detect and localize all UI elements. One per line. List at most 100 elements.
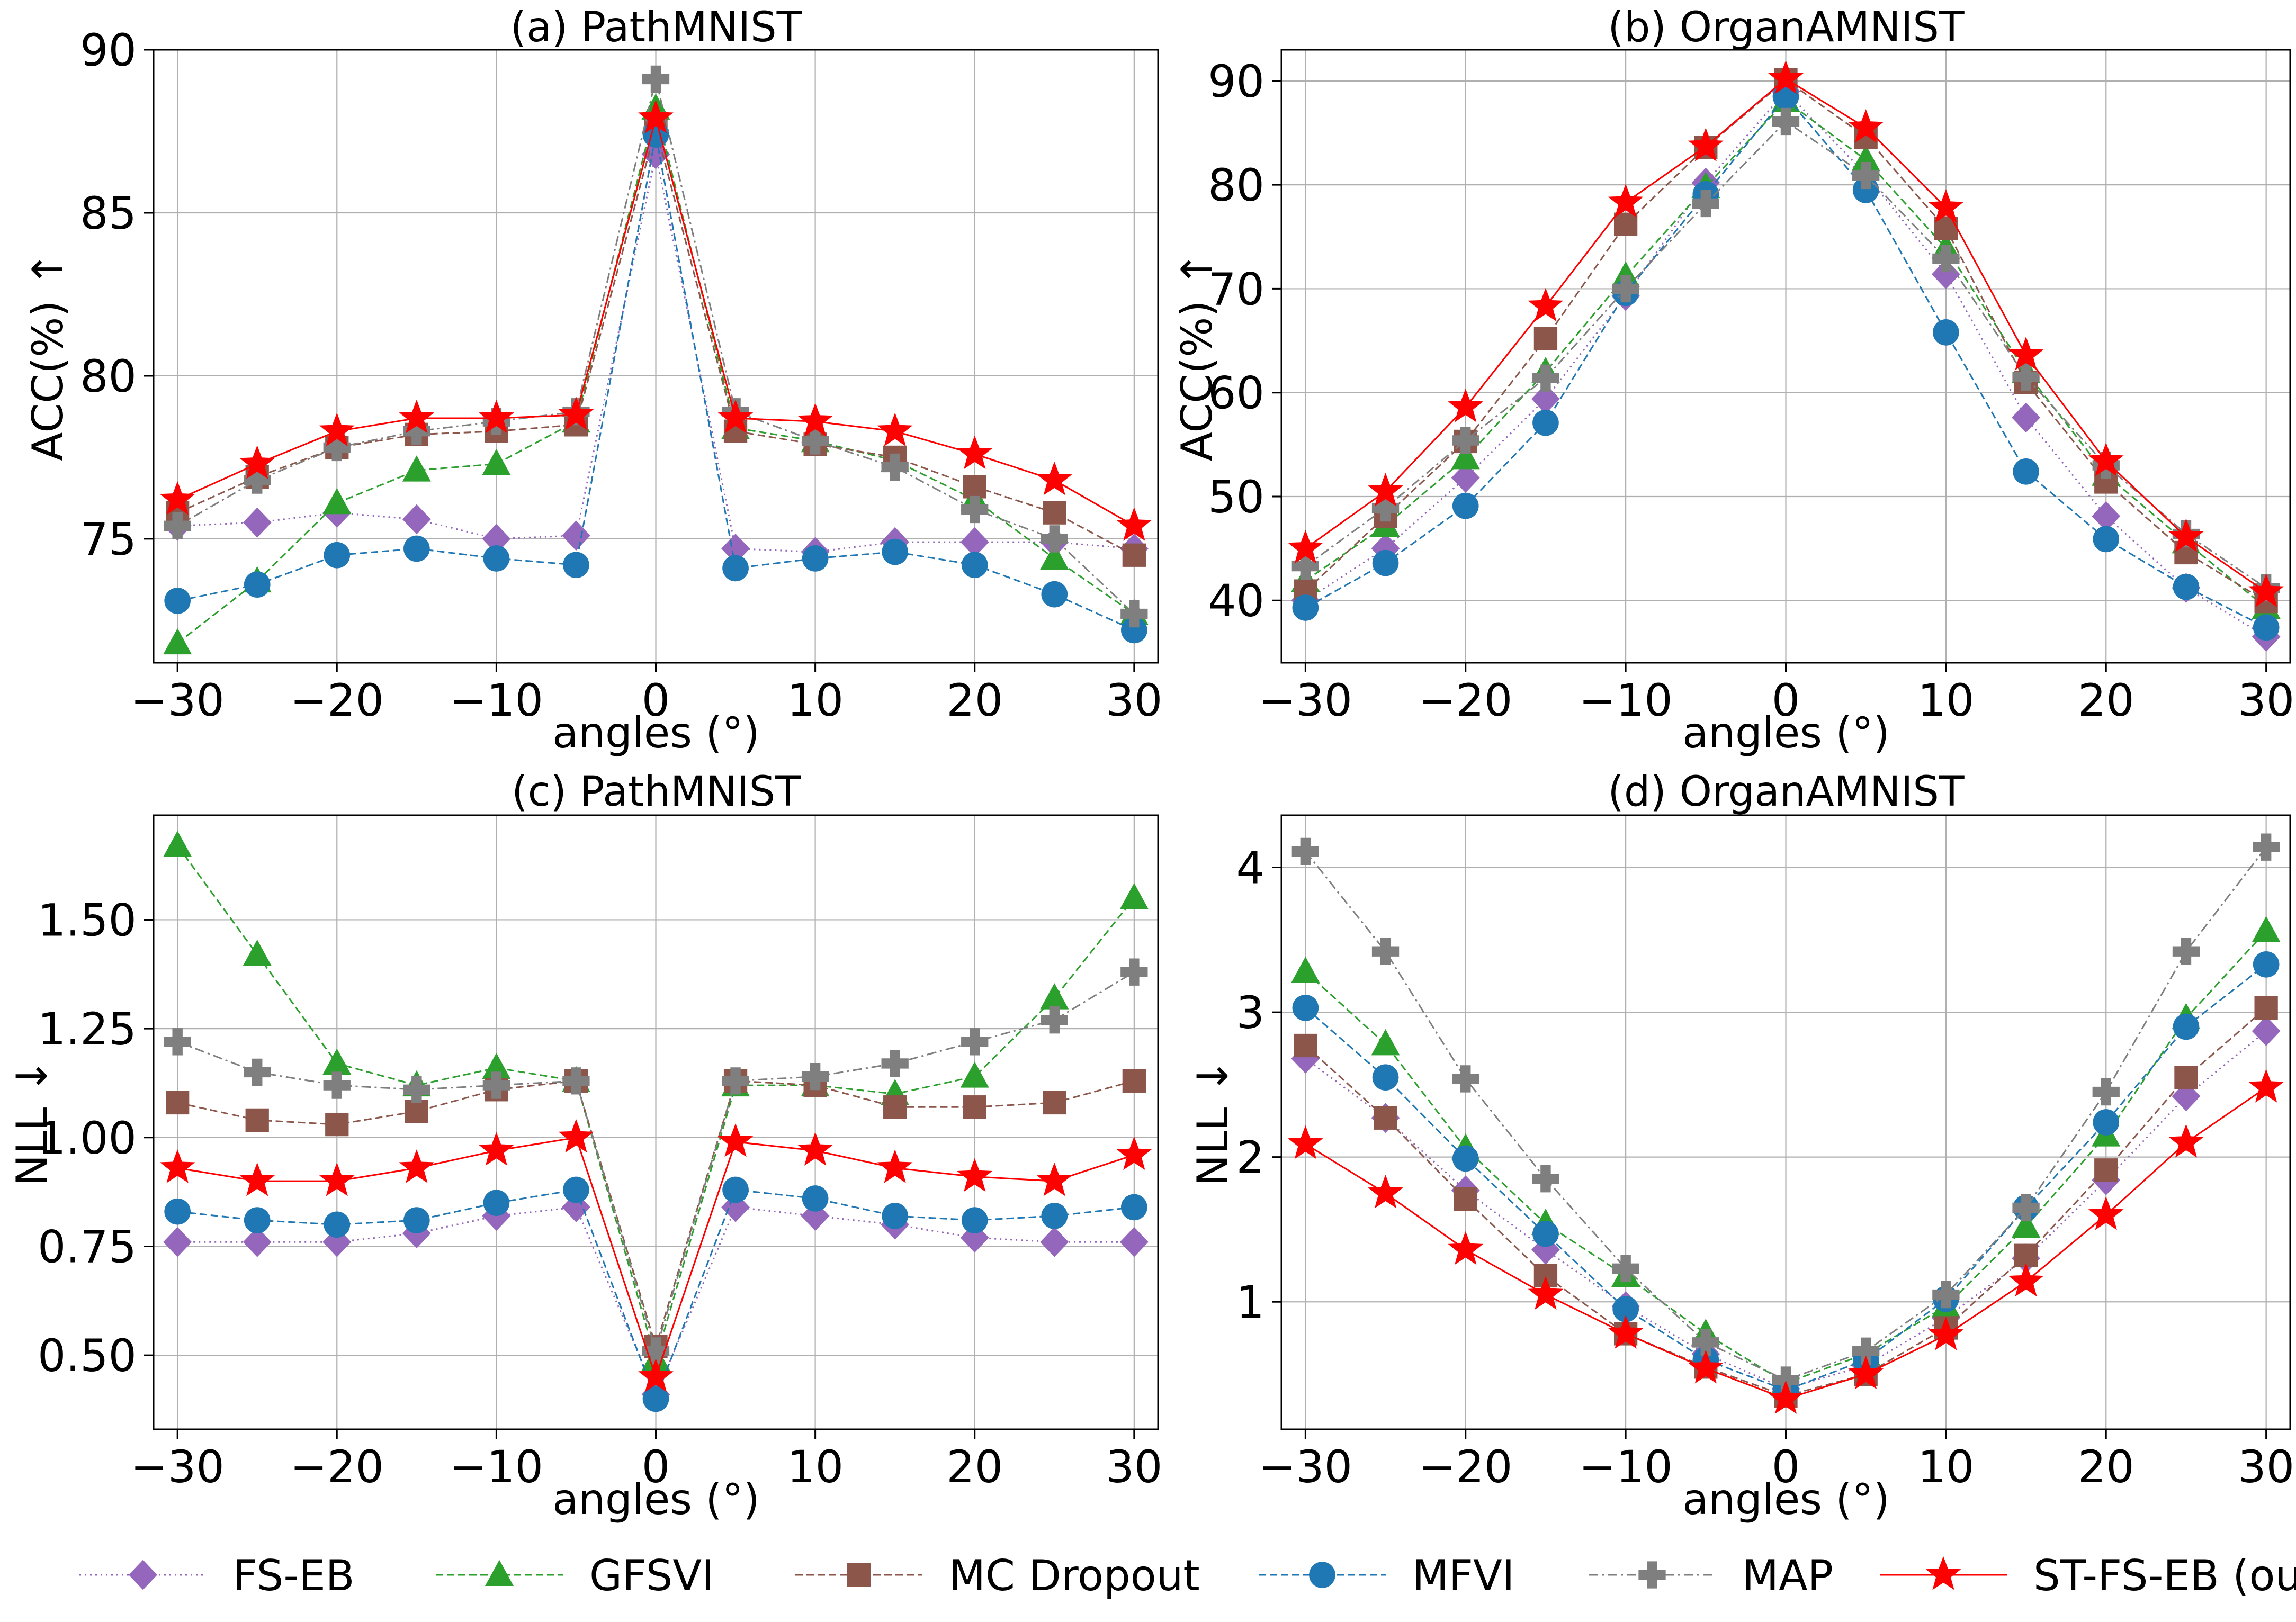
data-point-map <box>1532 1165 1559 1193</box>
x-tick-label: −30 <box>131 674 225 726</box>
x-tick-label: −10 <box>1579 674 1672 726</box>
x-tick-label: 20 <box>946 1441 1003 1493</box>
y-axis-label: NLL ↓ <box>7 1058 57 1186</box>
data-point-mfvi <box>1452 492 1479 519</box>
y-tick-label: 2 <box>1236 1132 1264 1184</box>
data-point-mcd <box>166 1091 190 1115</box>
data-point-mcd <box>2094 1158 2118 1182</box>
x-tick-label: −20 <box>290 674 384 726</box>
data-point-mcd <box>1454 1187 1477 1211</box>
data-point-mfvi <box>1041 581 1068 608</box>
data-point-map <box>1772 107 1800 136</box>
legend-marker-circle <box>1309 1562 1335 1588</box>
data-point-mfvi <box>1532 1220 1559 1247</box>
data-point-mfvi <box>1292 995 1319 1021</box>
x-tick-label: 20 <box>946 674 1003 726</box>
data-point-mcd <box>405 1100 428 1123</box>
data-point-mfvi <box>642 1385 669 1412</box>
data-point-map <box>244 466 271 494</box>
data-point-stfseb <box>1288 530 1323 564</box>
data-point-mfvi <box>1120 617 1147 644</box>
x-tick-label: −20 <box>1419 674 1512 726</box>
data-point-stfseb <box>1768 1380 1804 1414</box>
data-point-stfseb <box>877 412 913 447</box>
legend-label: FS-EB <box>233 1551 355 1600</box>
data-point-stfseb <box>1848 1355 1884 1390</box>
data-point-map <box>1692 190 1719 218</box>
data-point-gfsvi <box>1451 443 1480 470</box>
data-point-mfvi <box>324 1211 351 1238</box>
data-point-gfsvi <box>1040 543 1069 570</box>
series-mfvi <box>164 1176 1147 1412</box>
data-point-gfsvi <box>1040 983 1069 1010</box>
x-tick-label: −20 <box>290 1441 384 1493</box>
x-tick-label: 20 <box>2078 1441 2134 1493</box>
data-point-stfseb <box>2248 573 2284 607</box>
data-point-stfseb <box>2088 443 2124 476</box>
data-point-mfvi <box>1452 1145 1479 1172</box>
data-point-mfvi <box>882 538 909 565</box>
data-point-fseb <box>2012 402 2041 433</box>
data-point-gfsvi <box>163 628 192 655</box>
data-point-stfseb <box>957 1158 993 1192</box>
data-point-mfvi <box>164 588 191 614</box>
panel-c: (c) PathMNIST −30 −20 −10 0 10 20 30 0.50 0.75 1.… <box>7 768 1162 1524</box>
x-tick-label: 30 <box>1106 1441 1162 1493</box>
data-point-map <box>164 1028 191 1056</box>
series-mfvi <box>1292 83 2280 641</box>
data-point-stfseb <box>2248 1069 2284 1103</box>
series-stfseb <box>1288 1069 2284 1414</box>
legend-item-fseb: FS-EB <box>79 1551 355 1600</box>
y-tick-label: 4 <box>1236 842 1264 894</box>
data-point-map <box>1612 1255 1639 1282</box>
data-point-mcd <box>1043 1091 1066 1115</box>
x-axis-label: angles (°) <box>1682 1475 1889 1524</box>
data-point-mfvi <box>403 1207 430 1233</box>
data-point-mfvi <box>1120 1194 1147 1221</box>
x-axis-label: angles (°) <box>552 708 759 758</box>
series-stfseb <box>159 100 1152 541</box>
x-tick-label: 30 <box>2238 674 2294 726</box>
data-point-mcd <box>1533 327 1558 350</box>
y-tick-label: 1.25 <box>38 1003 137 1055</box>
x-tick-label: −10 <box>450 674 543 726</box>
data-point-fseb <box>1040 1227 1069 1257</box>
data-point-fseb <box>562 520 590 551</box>
data-point-mcd <box>2254 996 2278 1020</box>
data-point-stfseb <box>479 399 514 434</box>
data-point-stfseb <box>1116 1136 1152 1170</box>
x-tick-label: 10 <box>787 674 844 726</box>
data-point-stfseb <box>2008 336 2044 371</box>
data-point-stfseb <box>1036 462 1072 495</box>
y-tick-label: 50 <box>1208 471 1264 523</box>
data-point-mfvi <box>882 1203 909 1229</box>
y-tick-label: 60 <box>1208 367 1264 419</box>
data-point-map <box>1371 938 1400 965</box>
series-map <box>1292 833 2280 1394</box>
data-point-map <box>244 1058 271 1086</box>
y-tick-label: 75 <box>80 513 137 565</box>
data-point-mfvi <box>1612 1296 1639 1322</box>
data-point-mfvi <box>2253 951 2280 978</box>
y-tick-label: 70 <box>1208 263 1264 315</box>
data-point-stfseb <box>159 481 195 515</box>
series-stfseb <box>1288 60 2284 607</box>
data-point-map <box>1852 1337 1880 1365</box>
data-point-map <box>1041 1006 1068 1034</box>
data-point-gfsvi <box>960 1061 989 1088</box>
data-point-map <box>1120 600 1148 628</box>
y-tick-label: 80 <box>80 350 137 402</box>
data-point-stfseb <box>1528 287 1564 322</box>
data-point-fseb <box>163 1227 192 1257</box>
x-tick-label: −20 <box>1419 1441 1512 1493</box>
x-tick-label: 10 <box>1917 1441 1974 1493</box>
data-point-stfseb <box>1608 1315 1644 1349</box>
legend-marker-star <box>1925 1556 1961 1590</box>
data-point-mfvi <box>563 1176 589 1203</box>
data-point-map <box>642 65 670 93</box>
x-tick-label: 20 <box>2078 674 2134 726</box>
data-point-stfseb <box>638 100 674 133</box>
data-point-mcd <box>2174 1066 2198 1089</box>
y-axis-label: NLL ↓ <box>1188 1058 1237 1186</box>
